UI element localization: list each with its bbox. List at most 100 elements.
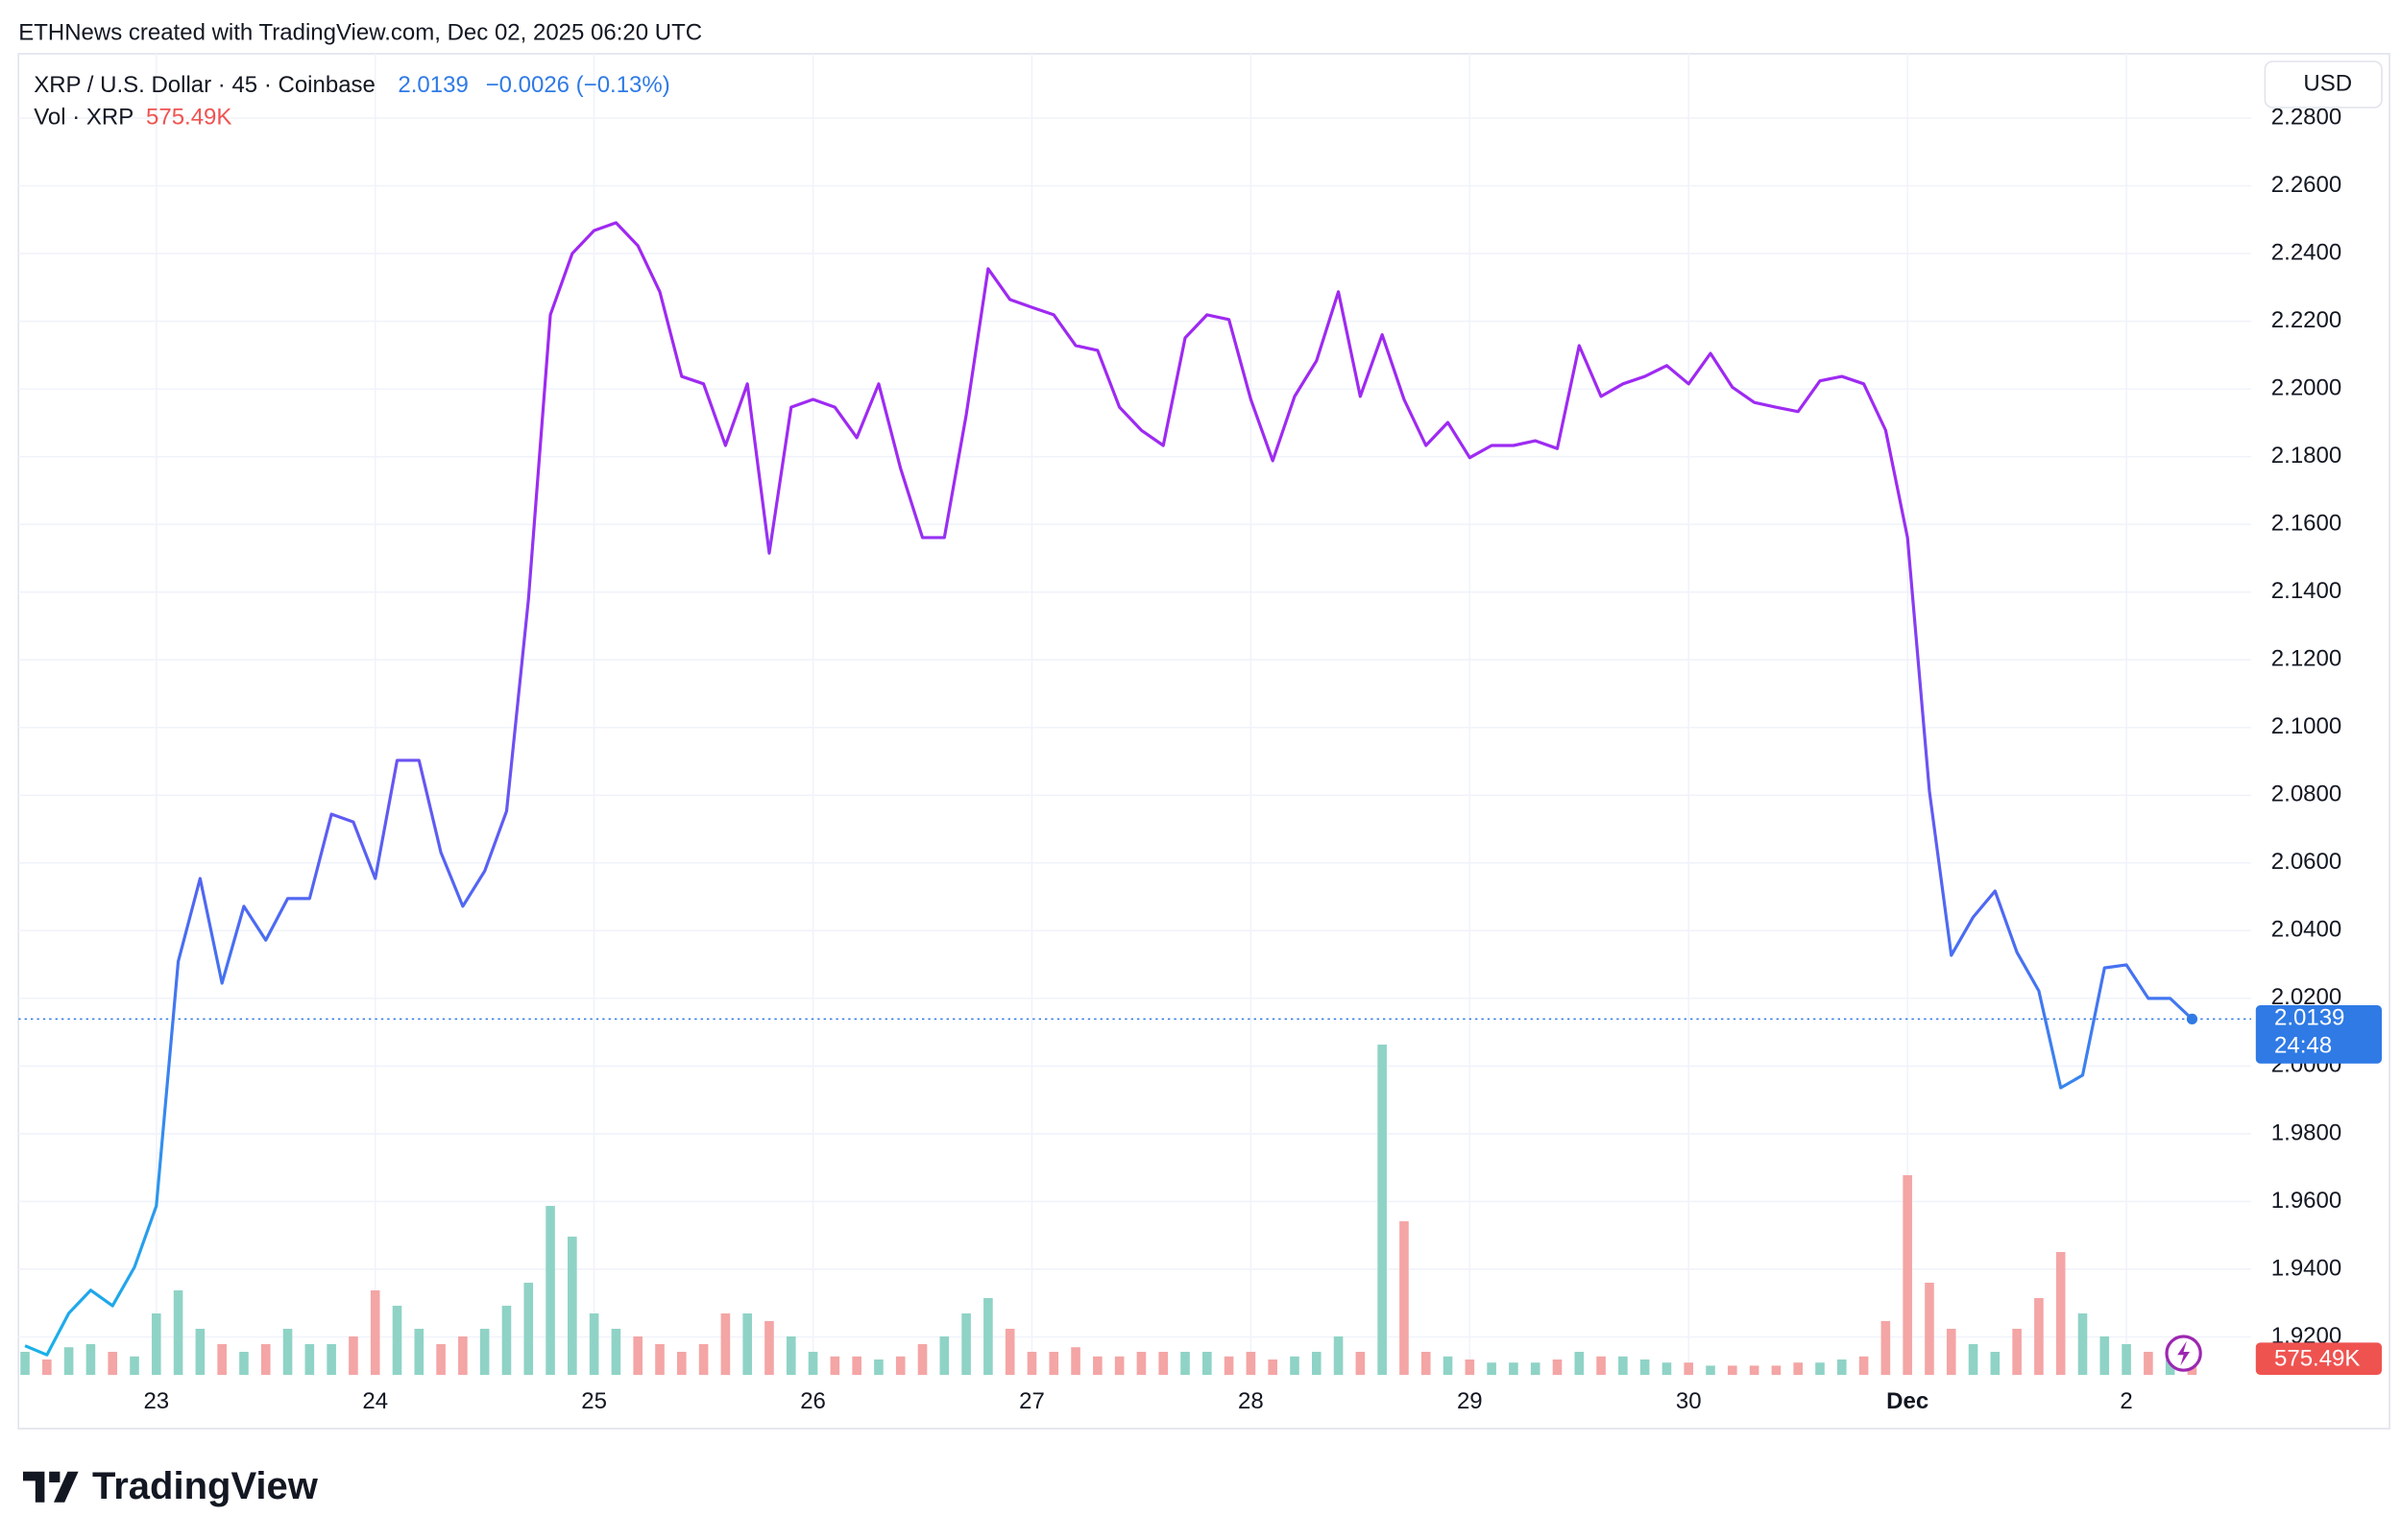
volume-bar <box>1530 1362 1540 1375</box>
volume-bar <box>1968 1344 1978 1375</box>
grid <box>18 54 2251 1375</box>
x-tick-label: 30 <box>1676 1388 1702 1414</box>
volume-bar <box>1684 1362 1694 1375</box>
brand-name: TradingView <box>92 1465 319 1507</box>
volume-bar <box>1071 1347 1080 1375</box>
volume-bar <box>1771 1365 1782 1375</box>
volume-bar <box>1290 1356 1299 1375</box>
volume-bar <box>2144 1351 2153 1375</box>
y-tick-label: 1.9400 <box>2271 1255 2341 1281</box>
volume-bar <box>2122 1344 2131 1375</box>
volume-bar <box>1639 1360 1650 1375</box>
price-line <box>24 221 2194 1357</box>
x-tick-label: 25 <box>581 1388 607 1414</box>
y-tick-label: 2.2000 <box>2271 374 2341 400</box>
volume-bar <box>983 1298 993 1375</box>
volume-bar <box>895 1356 906 1375</box>
volume-bar <box>1049 1351 1059 1375</box>
volume-bar <box>458 1335 468 1375</box>
legend-volume-value: 575.49K <box>146 105 231 131</box>
currency-button[interactable] <box>2264 60 2383 108</box>
y-tick-label: 2.2200 <box>2271 307 2341 333</box>
volume-bar <box>108 1351 118 1375</box>
currency-label[interactable]: USD <box>2303 70 2352 96</box>
volume-bar <box>808 1351 818 1375</box>
volume-bar <box>874 1360 884 1375</box>
volume-tag <box>2255 1342 2382 1375</box>
volume-bar <box>1224 1356 1234 1375</box>
volume-bar <box>1552 1360 1563 1375</box>
volume-bar <box>1114 1356 1125 1375</box>
volume-bar <box>349 1335 358 1375</box>
volume-bar <box>130 1356 139 1375</box>
volume-bar <box>1728 1365 1737 1375</box>
volume-bar <box>1858 1356 1869 1375</box>
x-tick-label: 29 <box>1457 1388 1483 1414</box>
volume-bar <box>173 1290 183 1375</box>
volume-bar <box>742 1313 752 1375</box>
volume-bar <box>239 1351 249 1375</box>
y-tick-label: 2.0800 <box>2271 782 2341 807</box>
y-tick-label: 2.0400 <box>2271 917 2341 943</box>
y-tick-label: 1.9600 <box>2271 1188 2341 1214</box>
volume-bar <box>1136 1351 1147 1375</box>
x-tick-label: 2 <box>2120 1388 2132 1414</box>
volume-bar <box>304 1344 315 1375</box>
volume-pane <box>20 1045 2197 1375</box>
volume-bar <box>1836 1360 1847 1375</box>
last-point <box>2186 1013 2198 1024</box>
volume-bar <box>633 1335 643 1375</box>
volume-bar <box>2034 1298 2044 1375</box>
volume-bar <box>2165 1360 2175 1375</box>
price-tag <box>2255 1004 2382 1064</box>
assistant-icon[interactable] <box>2165 1335 2202 1372</box>
volume-bar <box>1596 1356 1606 1375</box>
volume-bar <box>1355 1351 1366 1375</box>
volume-bar <box>830 1356 840 1375</box>
volume-bar <box>1946 1329 1956 1375</box>
volume-bar <box>1706 1365 1715 1375</box>
y-tick-label: 2.2400 <box>2271 239 2341 265</box>
volume-bar <box>611 1329 621 1375</box>
x-tick-label: 28 <box>1238 1388 1264 1414</box>
price-tag-value: 2.0139 <box>2274 1005 2344 1031</box>
volume-bar <box>370 1290 380 1375</box>
volume-bar <box>568 1237 577 1375</box>
volume-bar <box>2077 1313 2088 1375</box>
volume-bar <box>1093 1356 1103 1375</box>
volume-bar <box>1618 1356 1628 1375</box>
volume-bar <box>1005 1329 1015 1375</box>
brand-logo <box>23 1471 79 1503</box>
y-tick-label: 2.1000 <box>2271 713 2341 739</box>
volume-bar <box>1903 1175 1912 1375</box>
y-tick-label: 2.2800 <box>2271 104 2341 130</box>
volume-bar <box>677 1351 687 1375</box>
volume-bar <box>764 1320 774 1375</box>
volume-bar <box>436 1344 446 1375</box>
volume-bar <box>1399 1221 1409 1375</box>
volume-bar <box>85 1344 96 1375</box>
volume-bar <box>1925 1283 1934 1375</box>
volume-bar <box>392 1306 402 1375</box>
volume-bar <box>917 1344 928 1375</box>
price-pane <box>18 221 2251 1357</box>
volume-bar <box>217 1344 227 1375</box>
x-tick-label: 27 <box>1019 1388 1045 1414</box>
volume-bar <box>479 1329 490 1375</box>
axes: 1.92001.94001.96001.98002.00002.02002.04… <box>143 104 2382 1414</box>
volume-bar <box>1420 1351 1431 1375</box>
y-tick-label: 1.9800 <box>2271 1119 2341 1145</box>
volume-bar <box>1487 1362 1496 1375</box>
volume-bar <box>655 1344 665 1375</box>
legend-price: 2.0139 <box>398 72 468 98</box>
y-tick-label: 2.0600 <box>2271 849 2341 875</box>
legend-symbol: XRP / U.S. Dollar · 45 · Coinbase <box>34 72 376 98</box>
volume-bar <box>501 1306 512 1375</box>
x-tick-label: 26 <box>800 1388 826 1414</box>
volume-bar <box>1443 1356 1453 1375</box>
volume-bar <box>786 1335 796 1375</box>
y-tick-label: 2.1400 <box>2271 578 2341 604</box>
volume-bar <box>42 1360 52 1375</box>
volume-bar <box>282 1329 293 1375</box>
